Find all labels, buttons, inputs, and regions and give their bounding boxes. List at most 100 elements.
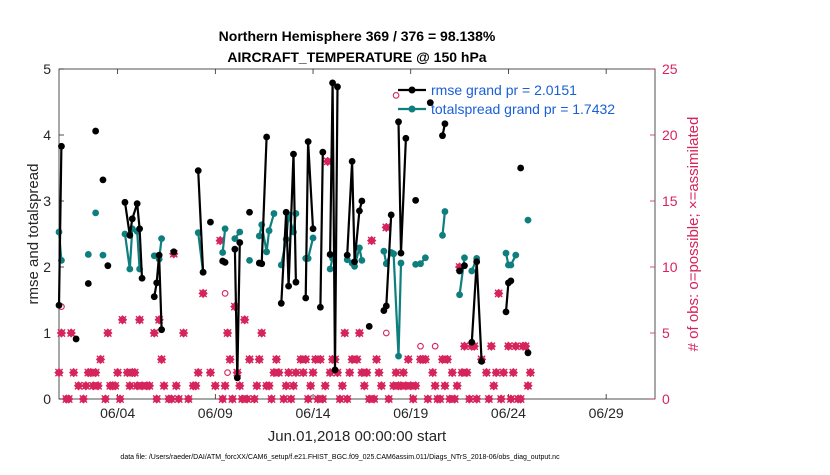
left-tick-label: 4: [43, 127, 51, 143]
obs-assimilated-cross: [384, 394, 393, 404]
obs-assimilated-marker: [271, 354, 282, 365]
spread-point: [502, 249, 510, 257]
rmse-point: [441, 120, 449, 128]
left-tick-label: 1: [43, 325, 51, 341]
rmse-point: [387, 211, 395, 219]
obs-assimilated-marker: [178, 328, 189, 338]
rmse-point: [319, 148, 327, 156]
obs-assimilated-cross: [340, 328, 349, 338]
obs-assimilated-cross: [509, 368, 518, 377]
rmse-point: [246, 208, 253, 216]
obs-assimilated-marker: [481, 367, 492, 378]
rmse-point: [128, 215, 136, 223]
obs-assimilated-cross: [157, 355, 166, 364]
spread-point: [390, 250, 398, 258]
right-tick-label: 25: [662, 61, 678, 77]
obs-assimilated-cross: [291, 368, 301, 377]
spread-point: [439, 231, 446, 239]
rmse-point: [126, 231, 134, 239]
spread-point: [246, 257, 253, 264]
obs-assimilated-marker: [230, 301, 240, 312]
obs-assimilated-cross: [194, 368, 203, 377]
rmse-point: [356, 207, 363, 215]
obs-assimilated-cross: [321, 381, 330, 390]
obs-assimilated-cross: [284, 368, 293, 377]
rmse-point: [348, 158, 356, 165]
obs-assimilated-marker: [523, 381, 533, 391]
obs-assimilated-marker: [66, 328, 76, 338]
x-tick-label: 06/09: [198, 405, 233, 421]
right-axis-label: # of obs: o=possible; ×=assimilated: [685, 117, 702, 352]
rmse-point: [170, 248, 178, 256]
spread-point: [507, 261, 515, 269]
obs-assimilated-cross: [516, 394, 525, 404]
totalspread-line-segment: [441, 211, 446, 236]
obs-assimilated-cross: [487, 342, 496, 351]
obs-assimilated-cross: [345, 368, 354, 377]
obs-assimilated-marker: [462, 367, 472, 378]
obs-assimilated-marker: [130, 367, 140, 378]
obs-assimilated-marker: [398, 367, 409, 378]
obs-assimilated-cross: [506, 394, 515, 404]
spread-point: [221, 225, 229, 233]
obs-assimilated-cross: [282, 381, 291, 390]
obs-assimilated-cross: [152, 394, 161, 404]
obs-assimilated-marker: [144, 381, 155, 391]
obs-assimilated-cross: [74, 381, 83, 390]
spread-point: [92, 209, 100, 217]
obs-assimilated-marker: [242, 394, 252, 404]
spread-point: [194, 229, 202, 237]
rmse-point: [194, 167, 202, 175]
obs-assimilated-cross: [499, 368, 508, 377]
axes-ticks: [59, 68, 655, 400]
obs-assimilated-cross: [443, 355, 452, 364]
obs-assimilated-marker: [376, 381, 387, 391]
rmse-point: [158, 326, 165, 334]
obs-assimilated-cross: [323, 157, 332, 166]
obs-assimilated-marker: [266, 394, 277, 404]
obs-assimilated-marker: [198, 288, 208, 299]
obs-assimilated-marker: [464, 394, 475, 404]
obs-assimilated-cross: [526, 368, 535, 377]
rmse-point: [397, 249, 405, 257]
rmse-point: [258, 260, 266, 268]
obs-assimilated-marker: [134, 315, 145, 325]
obs-assimilated-cross: [316, 355, 325, 364]
obs-assimilated-marker: [337, 381, 348, 391]
rmse-point: [402, 134, 410, 142]
rmse-point: [439, 132, 446, 140]
rmse-point: [136, 225, 144, 233]
rmse-point: [133, 200, 141, 208]
obs-assimilated-cross: [399, 368, 408, 377]
spread-point: [380, 247, 388, 255]
obs-assimilated-marker: [73, 381, 84, 391]
rmse-point: [326, 251, 334, 258]
spread-point: [397, 259, 405, 267]
obs-assimilated-marker: [64, 394, 74, 404]
spread-point: [255, 232, 263, 240]
obs-assimilated-cross: [255, 355, 264, 364]
spread-point: [456, 291, 463, 299]
spread-point: [236, 228, 244, 236]
obs-assimilated-cross: [462, 368, 472, 377]
obs-assimilated-cross: [159, 381, 169, 390]
left-axis-tick-labels: 0 1 2 3 4 5: [43, 61, 51, 407]
obs-assimilated-cross: [130, 368, 139, 377]
legend-rmse-marker: [408, 86, 416, 94]
rmse-point: [92, 127, 100, 135]
spread-point: [358, 257, 366, 264]
obs-assimilated-marker: [308, 367, 318, 378]
spread-point: [231, 235, 239, 243]
obs-assimilated-marker: [78, 394, 89, 404]
obs-assimilated-marker: [459, 341, 470, 351]
obs-assimilated-marker: [342, 394, 352, 404]
spread-point: [512, 251, 520, 259]
obs-assimilated-marker: [298, 367, 308, 378]
obs-assimilated-marker: [508, 367, 518, 378]
rmse-point: [468, 338, 476, 346]
spread-point: [126, 265, 134, 273]
spread-point: [468, 267, 476, 275]
obs-assimilated-marker: [452, 381, 462, 391]
obs-assimilated-marker: [279, 394, 289, 404]
obs-assimilated-cross: [370, 394, 379, 404]
